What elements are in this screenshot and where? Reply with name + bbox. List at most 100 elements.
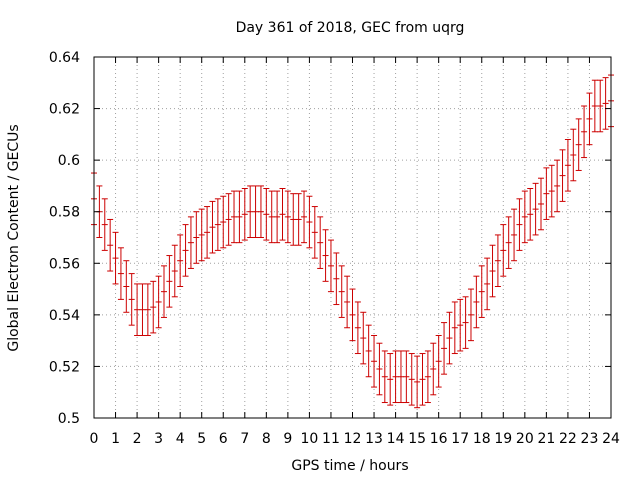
x-tick-label: 5 — [197, 431, 206, 447]
data-point — [521, 190, 528, 244]
data-point — [182, 224, 189, 277]
data-point — [408, 353, 415, 406]
data-point — [214, 198, 221, 251]
data-point — [430, 342, 437, 396]
data-point — [478, 265, 485, 318]
data-point — [554, 159, 561, 213]
data-point — [516, 198, 523, 251]
data-point — [344, 275, 351, 329]
data-point — [392, 350, 399, 404]
data-point — [295, 193, 302, 246]
error-bars — [91, 74, 614, 409]
data-point — [597, 79, 604, 133]
data-point — [322, 229, 329, 282]
data-point — [494, 234, 501, 287]
x-tick-label: 18 — [473, 431, 491, 447]
data-point — [446, 311, 453, 365]
axes: 0 1 2 3 4 5 6 7 8 9 10 11 12 13 14 15 16 17 18 19 20 21 22 23 24… — [49, 50, 620, 447]
x-tick-label: 6 — [219, 431, 228, 447]
data-point — [548, 164, 555, 218]
y-tick-label: 0.56 — [49, 256, 80, 272]
x-tick-label: 23 — [581, 431, 599, 447]
data-point — [155, 275, 162, 329]
x-tick-label: 16 — [430, 431, 448, 447]
data-point — [424, 350, 431, 404]
y-tick-label: 0.54 — [49, 308, 80, 324]
data-point — [306, 195, 313, 249]
data-point — [586, 92, 593, 146]
data-point — [279, 188, 286, 241]
data-point — [354, 301, 361, 355]
x-tick-label: 13 — [365, 431, 383, 447]
data-point — [101, 198, 108, 251]
data-point — [177, 234, 184, 287]
data-point — [371, 334, 378, 388]
x-tick-label: 17 — [451, 431, 469, 447]
data-point — [301, 190, 308, 244]
data-point — [403, 350, 410, 404]
data-point — [107, 218, 114, 272]
data-point — [360, 311, 367, 365]
data-point — [532, 182, 539, 236]
data-point — [252, 185, 259, 238]
x-tick-label: 2 — [133, 431, 142, 447]
x-tick-label: 19 — [494, 431, 512, 447]
data-point — [467, 288, 474, 342]
data-point — [112, 231, 119, 285]
x-tick-label: 9 — [283, 431, 292, 447]
data-point — [187, 216, 194, 269]
data-point — [591, 79, 598, 133]
data-point — [117, 247, 124, 300]
data-point — [484, 257, 491, 311]
data-point — [441, 322, 448, 375]
data-point — [198, 208, 205, 262]
x-tick-label: 21 — [537, 431, 555, 447]
data-point — [274, 190, 281, 244]
data-point — [284, 190, 291, 244]
data-point — [500, 224, 507, 277]
data-point — [419, 353, 426, 406]
x-tick-label: 15 — [408, 431, 426, 447]
data-point — [511, 208, 518, 262]
data-point — [333, 252, 340, 306]
data-point — [575, 118, 582, 171]
grid-lines — [94, 57, 611, 418]
data-point — [247, 185, 254, 238]
data-point — [365, 324, 372, 378]
data-point — [193, 211, 200, 264]
data-point — [414, 355, 421, 409]
data-point — [537, 177, 544, 231]
y-axis-label: Global Electron Content / GECUs — [6, 124, 22, 351]
y-tick-label: 0.52 — [49, 359, 80, 375]
data-point — [236, 190, 243, 244]
data-point — [128, 273, 135, 326]
y-tick-label: 0.64 — [49, 50, 80, 66]
x-tick-label: 1 — [111, 431, 120, 447]
data-point — [559, 149, 566, 202]
data-point — [144, 283, 151, 336]
data-point — [161, 265, 168, 318]
data-point — [543, 167, 550, 220]
data-point — [134, 283, 141, 336]
data-point — [290, 193, 297, 246]
data-point — [150, 280, 157, 334]
data-point — [564, 139, 571, 192]
data-point — [317, 216, 324, 269]
y-tick-label: 0.62 — [49, 102, 80, 118]
data-point — [171, 244, 178, 298]
data-point — [581, 105, 588, 159]
x-tick-label: 8 — [262, 431, 271, 447]
x-tick-label: 11 — [322, 431, 340, 447]
x-tick-label: 10 — [301, 431, 319, 447]
data-point — [570, 128, 577, 182]
data-point — [241, 188, 248, 241]
chart-title: Day 361 of 2018, GEC from uqrg — [236, 20, 465, 36]
x-tick-label: 20 — [516, 431, 534, 447]
data-point — [204, 206, 211, 259]
data-point — [166, 255, 173, 308]
data-point — [209, 200, 216, 254]
data-point — [527, 188, 534, 241]
data-point — [123, 260, 130, 313]
data-point — [263, 188, 270, 241]
